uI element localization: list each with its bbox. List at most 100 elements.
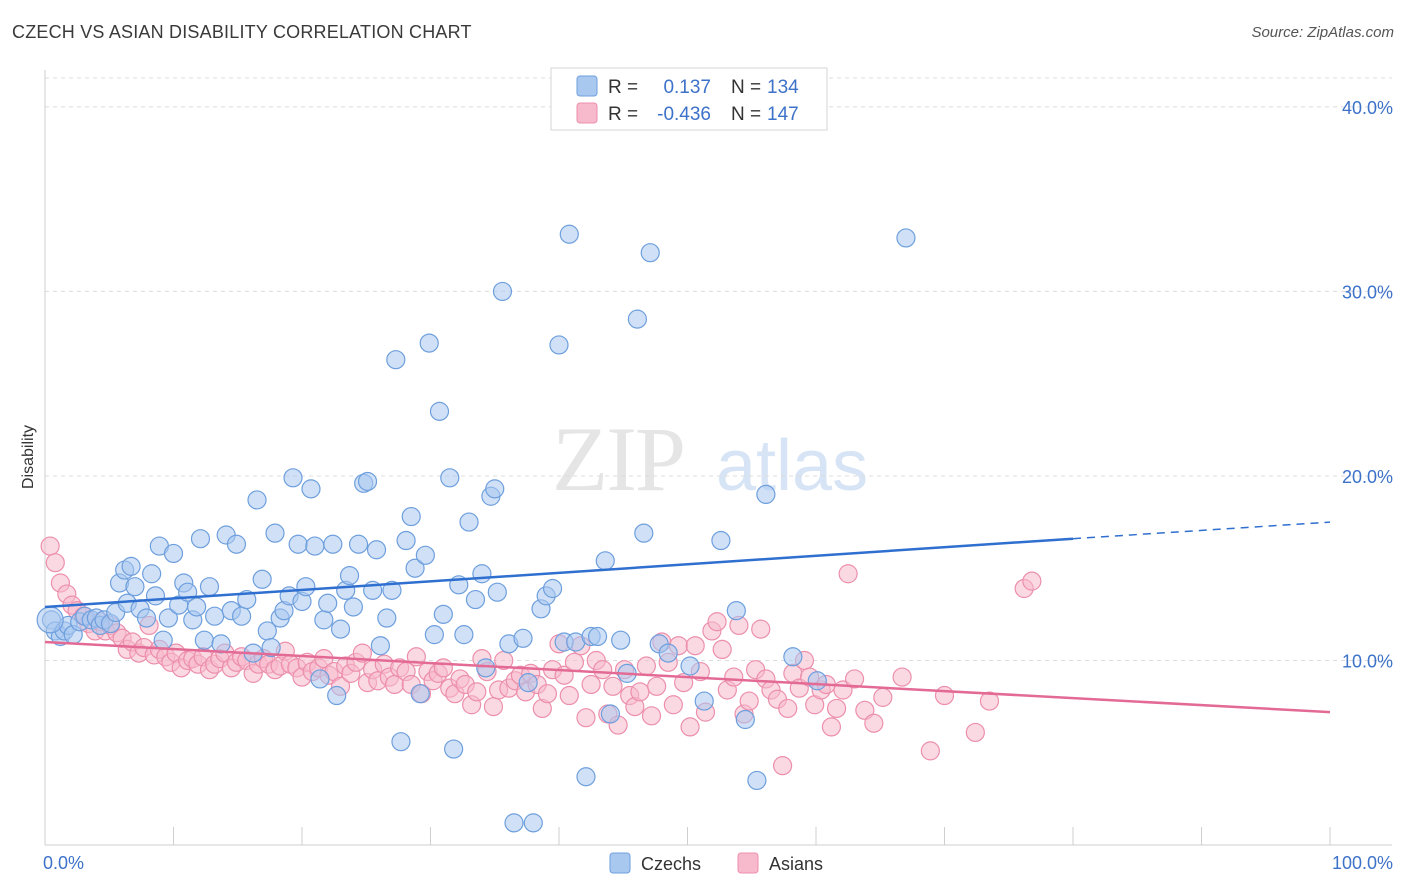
grid <box>45 77 1392 661</box>
asians-point <box>636 656 656 676</box>
y-tick-label: 20.0% <box>1342 467 1393 487</box>
czechs-point <box>415 545 435 565</box>
czechs-trend-extension <box>1072 521 1331 540</box>
asians-point <box>739 691 759 711</box>
czechs-point <box>158 608 178 628</box>
czechs-point <box>136 608 157 628</box>
czechs-point <box>627 309 647 329</box>
czechs-point <box>433 604 453 624</box>
asians-point <box>564 652 585 672</box>
asians-point <box>712 639 732 660</box>
asians-point <box>663 695 683 715</box>
asians-point <box>772 756 793 776</box>
asians-point <box>707 612 727 632</box>
y-tick-label: 10.0% <box>1342 651 1393 671</box>
asians-point <box>1022 571 1042 591</box>
asians-point <box>844 669 865 689</box>
czechs-point <box>318 593 338 613</box>
legend-r-label-czechs: R = <box>608 77 638 98</box>
y-tick-labels: 10.0% 20.0% 30.0% 40.0% <box>1342 98 1393 672</box>
czechs-point <box>600 704 621 724</box>
asians-point <box>920 741 940 761</box>
czechs-point <box>611 630 631 650</box>
czechs-point <box>125 577 145 597</box>
czechs-point <box>247 490 267 510</box>
czechs-point <box>343 597 363 617</box>
czechs-point <box>485 479 505 499</box>
czechs-point <box>726 601 746 621</box>
legend-n-label-asians: N = <box>731 104 761 125</box>
czechs-point <box>424 625 444 645</box>
czechs-point <box>658 643 678 663</box>
legend-top: R = 0.137 N = 134 R = -0.436 N = 147 <box>550 67 828 131</box>
czechs-point <box>163 543 184 564</box>
asians-trend-line <box>44 640 1331 714</box>
czechs-point <box>396 530 416 551</box>
asians-point <box>483 697 504 717</box>
czechs-trend-line <box>44 537 1074 609</box>
czechs-point <box>252 569 272 589</box>
legend-swatch-asians <box>576 102 598 124</box>
asians-point <box>40 536 60 556</box>
czechs-point <box>756 484 776 505</box>
asians-point <box>593 660 613 680</box>
czechs-point <box>377 608 397 628</box>
czechs-point <box>896 228 916 248</box>
asians-point <box>979 691 1000 711</box>
legend-n-label-czechs: N = <box>731 77 761 98</box>
bottom-legend-label-czechs: Czechs <box>641 854 701 874</box>
legend-n-value-asians: 147 <box>767 104 799 125</box>
czechs-point <box>314 610 334 630</box>
source-label: Source: ZipAtlas.com <box>1251 24 1394 41</box>
czechs-point <box>296 577 316 597</box>
czechs-point <box>391 732 411 752</box>
watermark: ZIP atlas <box>552 408 868 510</box>
czechs-point <box>492 281 513 302</box>
watermark-zip: ZIP <box>552 408 684 510</box>
czechs-point <box>265 523 285 543</box>
czechs-point <box>559 224 579 244</box>
legend-swatch-czechs <box>576 75 598 97</box>
czechs-point <box>735 709 755 730</box>
asians-point <box>537 684 558 704</box>
asians-point <box>892 667 912 687</box>
legend-bottom: Czechs Asians <box>609 852 823 874</box>
y-tick-label: 30.0% <box>1342 282 1393 302</box>
czechs-point <box>549 335 569 355</box>
czechs-point <box>401 506 421 527</box>
czechs-point <box>410 684 430 704</box>
czechs-point <box>199 577 220 597</box>
asians-point <box>873 687 893 707</box>
czechs-point <box>121 556 141 576</box>
asians-point <box>724 667 744 687</box>
asians-point <box>641 706 662 726</box>
czechs-point <box>694 691 714 711</box>
czechs-point <box>301 479 321 499</box>
y-axis-title: Disability <box>20 425 37 489</box>
czechs-point <box>205 606 225 626</box>
czechs-point <box>142 564 162 584</box>
czechs-point <box>640 243 660 263</box>
czechs-point <box>459 512 479 532</box>
x-ticks <box>44 827 1331 845</box>
y-tick-label: 40.0% <box>1342 98 1393 118</box>
czechs-point <box>680 656 700 676</box>
czechs-point <box>153 630 173 650</box>
asians-point <box>965 722 985 743</box>
czechs-point <box>370 636 390 656</box>
czechs-point <box>747 770 767 791</box>
czechs-point <box>288 534 308 554</box>
asians-point <box>778 698 798 719</box>
asians-point <box>685 636 705 656</box>
czechs-point <box>476 658 496 678</box>
asians-point <box>581 674 601 695</box>
czechs-point <box>465 589 486 610</box>
asians-point <box>630 682 650 702</box>
asians-point <box>603 676 623 696</box>
bottom-legend-swatch-asians <box>737 852 759 874</box>
x-tick-label-min: 0.0% <box>43 853 84 873</box>
czechs-point <box>323 534 343 554</box>
czechs-point <box>518 673 538 693</box>
trend-lines <box>44 521 1331 714</box>
